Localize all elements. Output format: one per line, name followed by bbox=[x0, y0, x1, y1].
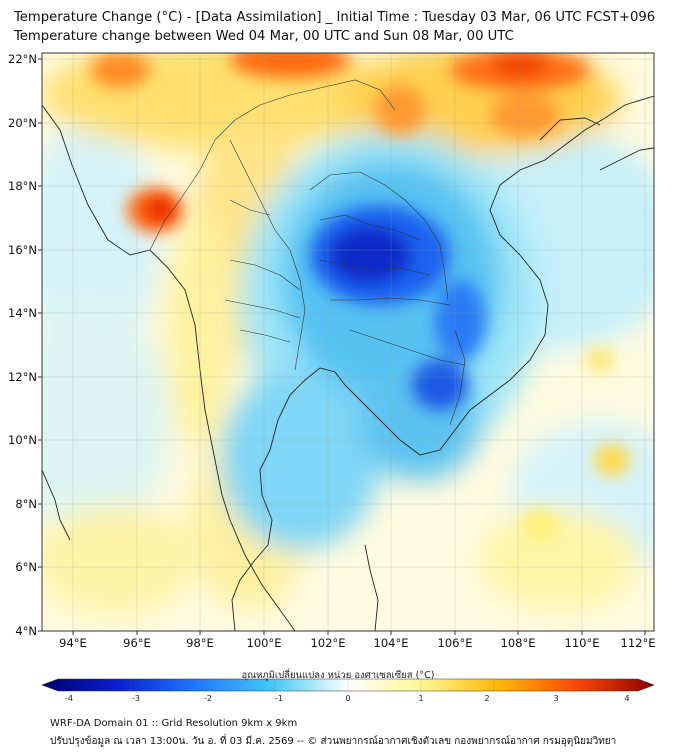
lon-label: 94°E bbox=[59, 636, 87, 650]
lon-label: 98°E bbox=[186, 636, 214, 650]
axis-ticks bbox=[38, 58, 646, 635]
map-title-line1: Temperature Change (°C) - [Data Assimila… bbox=[14, 10, 656, 25]
lat-label: 12°N bbox=[8, 370, 37, 384]
latitude-labels: 22°N 20°N 18°N 16°N 14°N 12°N 10°N 8°N 6… bbox=[8, 52, 37, 638]
lon-label: 112°E bbox=[621, 636, 656, 650]
lon-label: 106°E bbox=[438, 636, 473, 650]
colorbar-title: อุณหภูมิเปลี่ยนแปลง หน่วย องศาเซลเซียส (… bbox=[241, 670, 435, 681]
lon-label: 104°E bbox=[374, 636, 409, 650]
colorbar-tick: 0 bbox=[345, 694, 350, 703]
colorbar-tick: 4 bbox=[624, 694, 629, 703]
colorbar-tick: -2 bbox=[204, 694, 212, 703]
footer-model-info: WRF-DA Domain 01 :: Grid Resolution 9km … bbox=[50, 718, 298, 729]
lon-label: 110°E bbox=[565, 636, 600, 650]
lat-label: 8°N bbox=[15, 497, 37, 511]
lon-label: 96°E bbox=[123, 636, 151, 650]
colorbar-tick: -3 bbox=[132, 694, 140, 703]
lat-label: 14°N bbox=[8, 306, 37, 320]
temperature-field bbox=[42, 53, 654, 631]
colorbar-tick: -1 bbox=[275, 694, 283, 703]
colorbar-tick: 2 bbox=[484, 694, 489, 703]
lat-label: 4°N bbox=[15, 624, 37, 638]
lat-label: 16°N bbox=[8, 243, 37, 257]
map-title-line2: Temperature change between Wed 04 Mar, 0… bbox=[14, 29, 514, 44]
colorbar-tick: -4 bbox=[65, 694, 73, 703]
colorbar-tick: 1 bbox=[418, 694, 423, 703]
lat-label: 18°N bbox=[8, 179, 37, 193]
footer-credit: ปรับปรุงข้อมูล ณ เวลา 13:00น. วัน อ. ที่… bbox=[50, 736, 617, 747]
coastlines bbox=[42, 95, 654, 631]
lat-label: 6°N bbox=[15, 560, 37, 574]
lon-label: 102°E bbox=[311, 636, 346, 650]
lon-label: 100°E bbox=[247, 636, 282, 650]
lat-label: 22°N bbox=[8, 52, 37, 66]
lon-label: 108°E bbox=[501, 636, 536, 650]
lat-label: 10°N bbox=[8, 433, 37, 447]
colorbar-tick: 3 bbox=[553, 694, 558, 703]
longitude-labels: 94°E 96°E 98°E 100°E 102°E 104°E 106°E 1… bbox=[59, 636, 655, 650]
graticule bbox=[42, 53, 654, 631]
colorbar: -4 -3 -2 -1 0 1 2 3 4 bbox=[41, 678, 655, 703]
map-frame bbox=[41, 52, 655, 632]
lat-label: 20°N bbox=[8, 116, 37, 130]
